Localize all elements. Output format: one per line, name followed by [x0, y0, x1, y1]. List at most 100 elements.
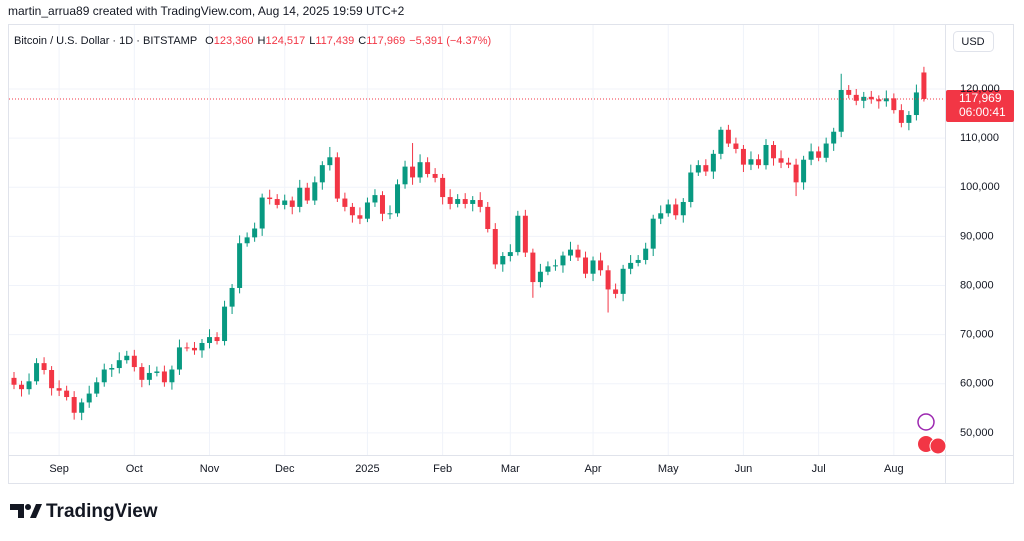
candle-body — [733, 143, 739, 149]
candle-body — [470, 200, 476, 204]
candle-body — [883, 98, 889, 102]
grid — [9, 25, 945, 455]
candle-body — [778, 158, 784, 163]
candle-body — [620, 268, 626, 294]
candle-body — [507, 252, 513, 257]
legend-open-label: O — [205, 35, 214, 47]
candle-body — [590, 260, 596, 274]
legend-close: 117,969 — [366, 35, 405, 47]
candle-body — [214, 337, 220, 342]
y-tick-label: 90,000 — [960, 230, 994, 242]
candle-body — [349, 206, 355, 216]
candle-body — [19, 384, 25, 390]
candle-body — [748, 159, 754, 165]
event-icons — [917, 413, 947, 455]
candle-body — [921, 72, 927, 99]
candle-body — [786, 162, 792, 165]
candle-body — [477, 200, 483, 207]
candle-body — [846, 89, 852, 95]
candle-body — [79, 402, 85, 413]
candle-body — [906, 115, 912, 123]
candle-body — [838, 89, 844, 132]
candle-body — [492, 229, 498, 265]
y-tick-label: 100,000 — [960, 181, 1000, 193]
candle-body — [740, 148, 746, 165]
candle-body — [297, 187, 303, 207]
candle-body — [455, 199, 461, 204]
candle-body — [583, 257, 589, 274]
candle-body — [665, 204, 671, 214]
byline: martin_arrua89 created with TradingView.… — [8, 4, 405, 18]
candle-body — [184, 347, 190, 349]
candle-body — [718, 129, 724, 154]
candle-body — [688, 172, 694, 202]
event-icon[interactable] — [929, 437, 947, 455]
candle-body — [282, 200, 288, 205]
candle-body — [176, 347, 182, 370]
logo-mark — [30, 504, 42, 518]
candle-body — [207, 337, 213, 343]
candle-body — [154, 371, 160, 373]
y-tick-label: 110,000 — [960, 132, 999, 144]
legend-high: 124,517 — [265, 35, 305, 47]
candle-body — [643, 248, 649, 260]
legend-high-label: H — [258, 35, 266, 47]
logo-mark — [10, 504, 24, 518]
last-price-label: 117,969 — [959, 91, 1002, 105]
candle-body — [808, 151, 814, 160]
y-tick-label: 60,000 — [960, 378, 994, 390]
candle-body — [793, 164, 799, 183]
candle-body — [372, 195, 378, 203]
candle-body — [252, 228, 258, 238]
candle-body — [763, 144, 769, 166]
brand-name: TradingView — [46, 501, 158, 522]
x-tick-label: Feb — [433, 463, 452, 475]
x-tick-label: Sep — [49, 463, 69, 475]
candle-body — [244, 237, 250, 244]
legend-low: 117,439 — [315, 35, 354, 47]
candle-body — [101, 369, 107, 383]
x-tick-label: Jun — [735, 463, 753, 475]
candle-body — [417, 162, 423, 178]
legend-low-label: L — [309, 35, 315, 47]
candle-body — [500, 256, 506, 265]
candle-body — [515, 215, 521, 253]
event-icon[interactable] — [917, 413, 935, 431]
candle-body — [289, 200, 295, 207]
candle-body — [522, 215, 528, 253]
candle-body — [357, 215, 363, 219]
candle-body — [402, 166, 408, 185]
candle-body — [673, 204, 679, 216]
candle-body — [831, 131, 837, 144]
currency-label[interactable]: USD — [961, 36, 984, 48]
candle-body — [635, 259, 641, 263]
candle-body — [575, 249, 581, 258]
legend-symbol: Bitcoin / U.S. Dollar · 1D · BITSTAMP — [14, 35, 197, 47]
candle-body — [109, 368, 115, 370]
candle-body — [191, 347, 197, 351]
legend-close-label: C — [358, 35, 366, 47]
x-tick-label: Aug — [884, 463, 904, 475]
candle-body — [259, 197, 265, 229]
x-tick-label: Dec — [275, 463, 295, 475]
candle-body — [267, 197, 273, 200]
candle-body — [440, 177, 446, 198]
candle-body — [131, 355, 137, 368]
currency-button[interactable] — [953, 31, 994, 52]
candle-body — [41, 363, 47, 371]
x-tick-label: May — [658, 463, 679, 475]
candle-body — [703, 165, 709, 172]
candle-body — [432, 173, 438, 178]
candle-body — [146, 372, 152, 380]
candle-body — [913, 92, 919, 116]
candle-body — [34, 363, 40, 382]
candle-body — [71, 397, 77, 413]
candle-body — [395, 184, 401, 214]
logo-mark — [25, 504, 31, 510]
candle-body — [861, 96, 867, 101]
candle-body — [425, 162, 431, 174]
candle-body — [605, 270, 611, 290]
